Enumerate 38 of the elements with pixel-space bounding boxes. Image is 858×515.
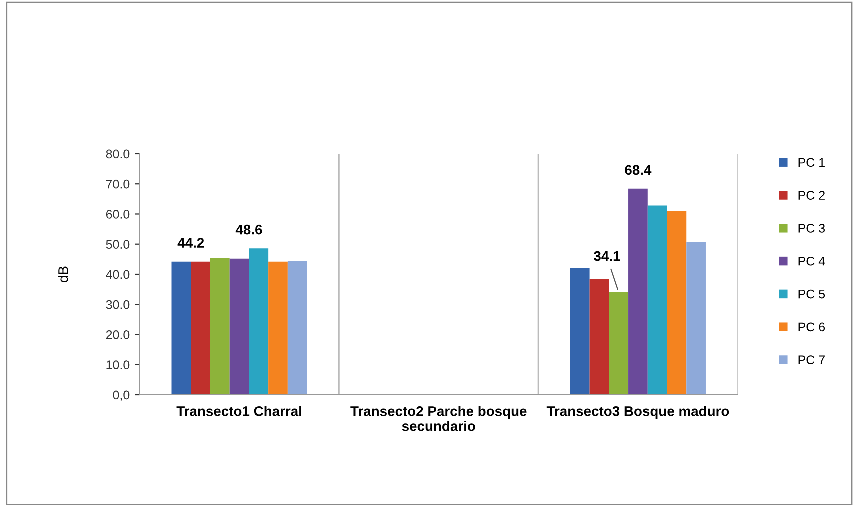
bar — [609, 292, 629, 396]
data-label: 44.2 — [178, 238, 204, 248]
bar — [210, 258, 230, 396]
y-tick-label: 40.0 — [106, 270, 130, 280]
x-tick-label: Transecto1 Charral — [176, 406, 302, 416]
bar — [570, 268, 590, 396]
bar — [249, 248, 269, 396]
y-axis-title: dB — [58, 266, 68, 282]
bar — [628, 188, 648, 396]
y-tick-label: 80.0 — [106, 150, 130, 159]
bar — [667, 212, 687, 396]
y-tick-label: 70.0 — [106, 180, 130, 189]
y-tick-label: 0,0 — [113, 390, 130, 402]
legend-label: PC 4 — [798, 256, 826, 266]
bar — [686, 242, 706, 396]
y-tick-label: 10.0 — [106, 360, 130, 370]
legend-label: PC 6 — [798, 322, 826, 332]
x-tick-label: Transecto2 Parche bosque secundario — [350, 406, 527, 432]
legend-label: PC 1 — [798, 158, 825, 168]
bar — [648, 206, 668, 396]
bar — [268, 262, 288, 396]
bar — [230, 258, 250, 396]
y-tick-label: 60.0 — [106, 210, 130, 219]
y-tick-label: 20.0 — [106, 330, 130, 340]
legend-label: PC 3 — [798, 224, 826, 233]
y-tick-label: 50.0 — [106, 240, 130, 250]
data-label: 68.4 — [625, 165, 652, 176]
legend-label: PC 5 — [798, 290, 826, 299]
x-tick-label: Transecto3 Bosque maduro — [546, 406, 730, 420]
bar — [288, 262, 308, 396]
data-label: 48.6 — [236, 224, 262, 235]
legend-label: PC 7 — [798, 356, 825, 365]
y-tick-label: 30.0 — [106, 300, 130, 310]
data-label: 34.1 — [594, 251, 620, 262]
bar — [590, 279, 610, 396]
legend-label: PC 2 — [798, 191, 825, 200]
bar — [191, 262, 210, 396]
bar — [172, 262, 192, 396]
